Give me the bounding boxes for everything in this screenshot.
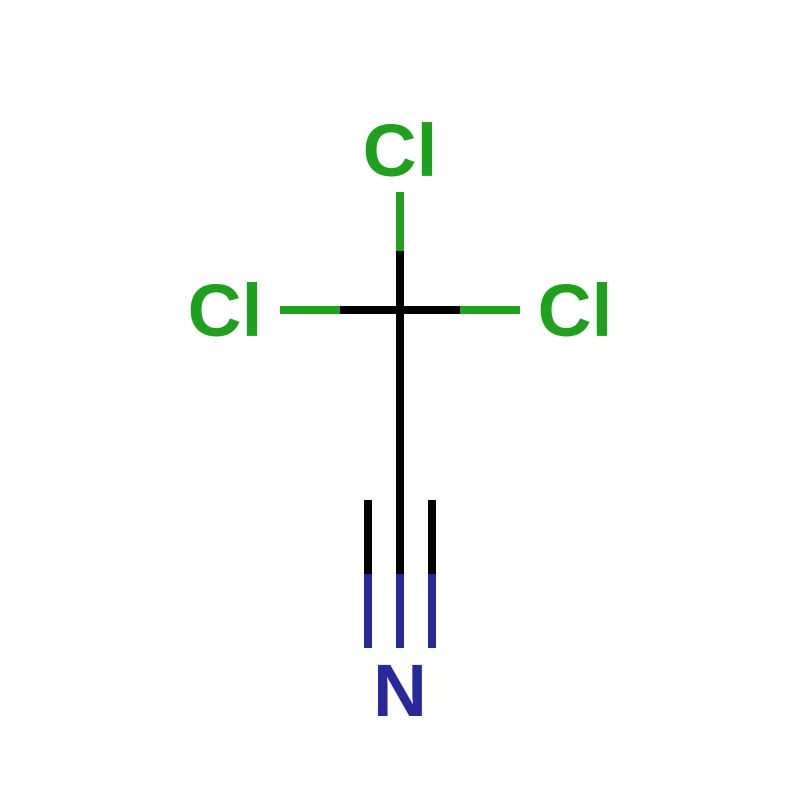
bond: [396, 500, 404, 648]
atom-n_bottom: N: [373, 647, 427, 733]
bond: [364, 500, 372, 648]
atom-cl_right: Cl: [538, 267, 613, 353]
bond: [396, 192, 404, 310]
bond: [396, 310, 404, 500]
bond: [400, 306, 520, 314]
bond: [428, 500, 436, 648]
atom-cl_left: Cl: [188, 267, 263, 353]
bond: [280, 306, 400, 314]
atom-cl_top: Cl: [363, 107, 438, 193]
